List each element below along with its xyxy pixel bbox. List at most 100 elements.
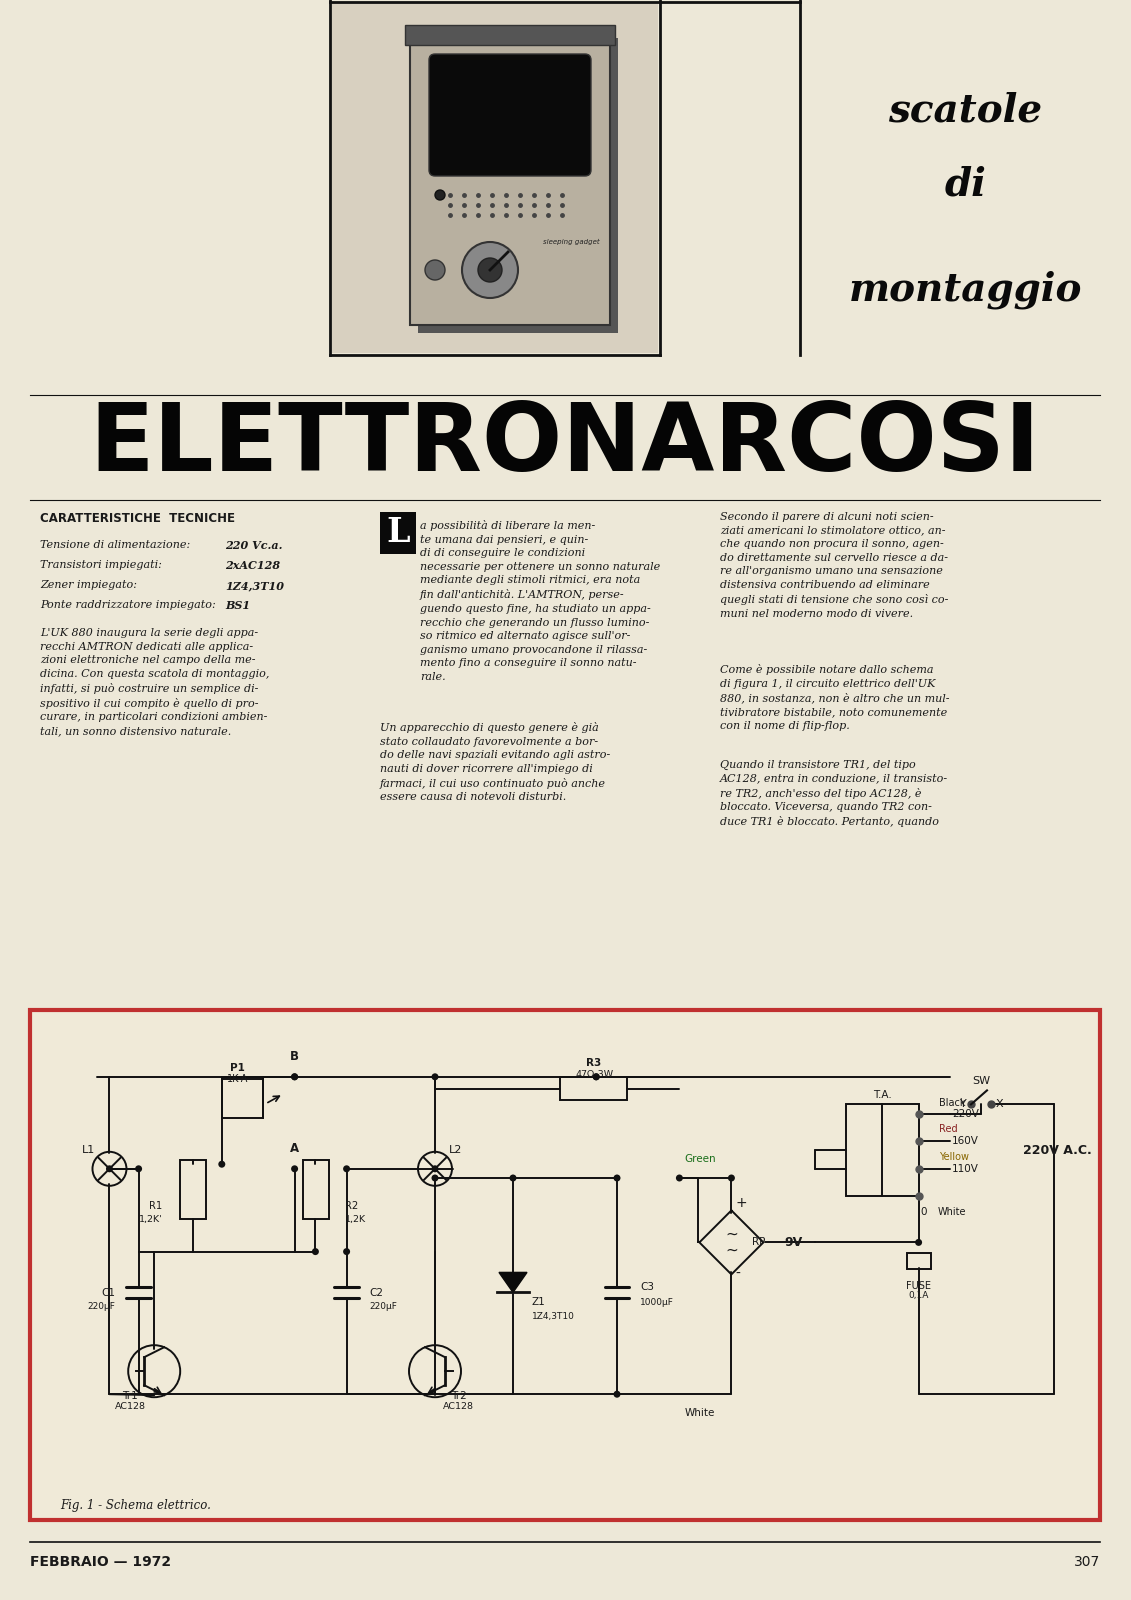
Text: Black: Black (940, 1098, 966, 1107)
Circle shape (106, 1165, 113, 1173)
FancyBboxPatch shape (429, 54, 592, 176)
Text: White: White (938, 1208, 966, 1218)
Text: 0,1A: 0,1A (908, 1291, 929, 1299)
Circle shape (461, 242, 518, 298)
Circle shape (135, 1165, 143, 1173)
Bar (411, 30, 610, 325)
Text: Secondo il parere di alcuni noti scien-
ziati americani lo stimolatore ottico, a: Secondo il parere di alcuni noti scien- … (720, 512, 949, 619)
Text: scatole: scatole (889, 91, 1043, 130)
Text: L2: L2 (449, 1146, 461, 1155)
Text: 220 Vc.a.: 220 Vc.a. (225, 541, 283, 550)
Text: 9V: 9V (785, 1235, 803, 1250)
Text: R2: R2 (345, 1200, 357, 1211)
Text: 1,2K: 1,2K (345, 1214, 365, 1224)
Bar (846, 1104, 918, 1197)
Text: Transistori impiegati:: Transistori impiegati: (40, 560, 162, 570)
Text: 1000μF: 1000μF (640, 1298, 674, 1307)
Text: 1Z4,3T10: 1Z4,3T10 (532, 1312, 575, 1320)
Text: Come è possibile notare dallo schema
di figura 1, il circuito elettrico dell'UK
: Come è possibile notare dallo schema di … (720, 664, 950, 731)
Bar (418, 38, 618, 333)
Circle shape (915, 1238, 922, 1246)
Circle shape (291, 1074, 299, 1080)
Text: B: B (290, 1050, 299, 1062)
Circle shape (435, 190, 444, 200)
Text: 220μF: 220μF (370, 1302, 397, 1312)
Text: 160V: 160V (952, 1136, 978, 1146)
Text: ELETTRONARCOSI: ELETTRONARCOSI (89, 398, 1041, 491)
Text: Ponte raddrizzatore impiegato:: Ponte raddrizzatore impiegato: (40, 600, 216, 610)
Bar (333, 2, 658, 354)
Text: L'UK 880 inaugura la serie degli appa-
recchi AMTRON dedicati alle applica-
zion: L'UK 880 inaugura la serie degli appa- r… (40, 627, 269, 736)
Bar (222, 1078, 264, 1118)
Text: L1: L1 (81, 1146, 95, 1155)
Circle shape (432, 1174, 439, 1181)
Text: C1: C1 (102, 1288, 115, 1298)
Text: AC128: AC128 (443, 1403, 474, 1411)
Text: sleeping gadget: sleeping gadget (543, 238, 601, 245)
Bar (303, 1160, 329, 1219)
Bar (907, 1253, 931, 1269)
Text: +: + (735, 1197, 746, 1211)
Text: 220μF: 220μF (88, 1302, 115, 1312)
Text: 307: 307 (1073, 1555, 1100, 1570)
Text: R3: R3 (587, 1058, 602, 1069)
Circle shape (432, 1074, 439, 1080)
Text: 2xAC128: 2xAC128 (225, 560, 280, 571)
Text: ~: ~ (725, 1243, 737, 1258)
FancyBboxPatch shape (405, 26, 615, 45)
Text: C2: C2 (370, 1288, 383, 1298)
Text: White: White (685, 1408, 716, 1418)
Circle shape (728, 1174, 735, 1181)
Text: 220V A.C.: 220V A.C. (1022, 1144, 1091, 1157)
Text: AC128: AC128 (114, 1403, 146, 1411)
Text: montaggio: montaggio (848, 270, 1082, 309)
Circle shape (291, 1165, 299, 1173)
Bar (31, 1010, 1100, 1520)
Text: T.A.: T.A. (873, 1090, 891, 1101)
Circle shape (343, 1165, 351, 1173)
Text: 1,2K': 1,2K' (139, 1214, 163, 1224)
Circle shape (613, 1174, 621, 1181)
Text: Fig. 1 - Schema elettrico.: Fig. 1 - Schema elettrico. (60, 1499, 210, 1512)
Bar (560, 1077, 628, 1099)
Text: Tensione di alimentazione:: Tensione di alimentazione: (40, 541, 190, 550)
Text: Zener impiegato:: Zener impiegato: (40, 579, 137, 590)
Text: Tr1: Tr1 (122, 1392, 138, 1402)
Text: di: di (944, 166, 986, 203)
Text: ~: ~ (725, 1227, 737, 1242)
Text: Tr2: Tr2 (451, 1392, 467, 1402)
Circle shape (425, 259, 444, 280)
Text: 1K-A: 1K-A (226, 1074, 248, 1083)
Text: SW: SW (972, 1077, 990, 1086)
Text: Green: Green (684, 1154, 716, 1165)
Text: Red: Red (940, 1125, 958, 1134)
Circle shape (613, 1390, 621, 1398)
Text: -: - (735, 1266, 741, 1280)
Text: Un apparecchio di questo genere è già
stato collaudato favorevolmente a bor-
do : Un apparecchio di questo genere è già st… (380, 722, 611, 803)
Text: Z1: Z1 (532, 1298, 545, 1307)
Text: R1: R1 (149, 1200, 163, 1211)
Text: a possibilità di liberare la men-
te umana dai pensieri, e quin-
di di conseguir: a possibilità di liberare la men- te uma… (420, 520, 661, 682)
Circle shape (312, 1248, 319, 1254)
Text: FEBBRAIO — 1972: FEBBRAIO — 1972 (31, 1555, 171, 1570)
Circle shape (676, 1174, 683, 1181)
Text: A: A (290, 1142, 300, 1155)
Circle shape (218, 1160, 225, 1168)
Circle shape (509, 1174, 517, 1181)
Text: CARATTERISTICHE  TECNICHE: CARATTERISTICHE TECNICHE (40, 512, 235, 525)
Text: C3: C3 (640, 1282, 654, 1291)
Text: L: L (386, 517, 409, 549)
Text: Y: Y (959, 1099, 966, 1109)
Circle shape (291, 1074, 299, 1080)
Text: 220V: 220V (952, 1109, 978, 1118)
Circle shape (432, 1165, 439, 1173)
Circle shape (593, 1074, 599, 1080)
Text: Quando il transistore TR1, del tipo
AC128, entra in conduzione, il transisto-
re: Quando il transistore TR1, del tipo AC12… (720, 760, 948, 827)
Circle shape (343, 1248, 351, 1254)
Text: RP: RP (752, 1237, 766, 1248)
Text: 110V: 110V (952, 1163, 978, 1174)
Text: FUSE: FUSE (906, 1280, 931, 1291)
Text: BS1: BS1 (225, 600, 250, 611)
Text: 0: 0 (921, 1208, 927, 1218)
Text: 1Z4,3T10: 1Z4,3T10 (225, 579, 284, 590)
